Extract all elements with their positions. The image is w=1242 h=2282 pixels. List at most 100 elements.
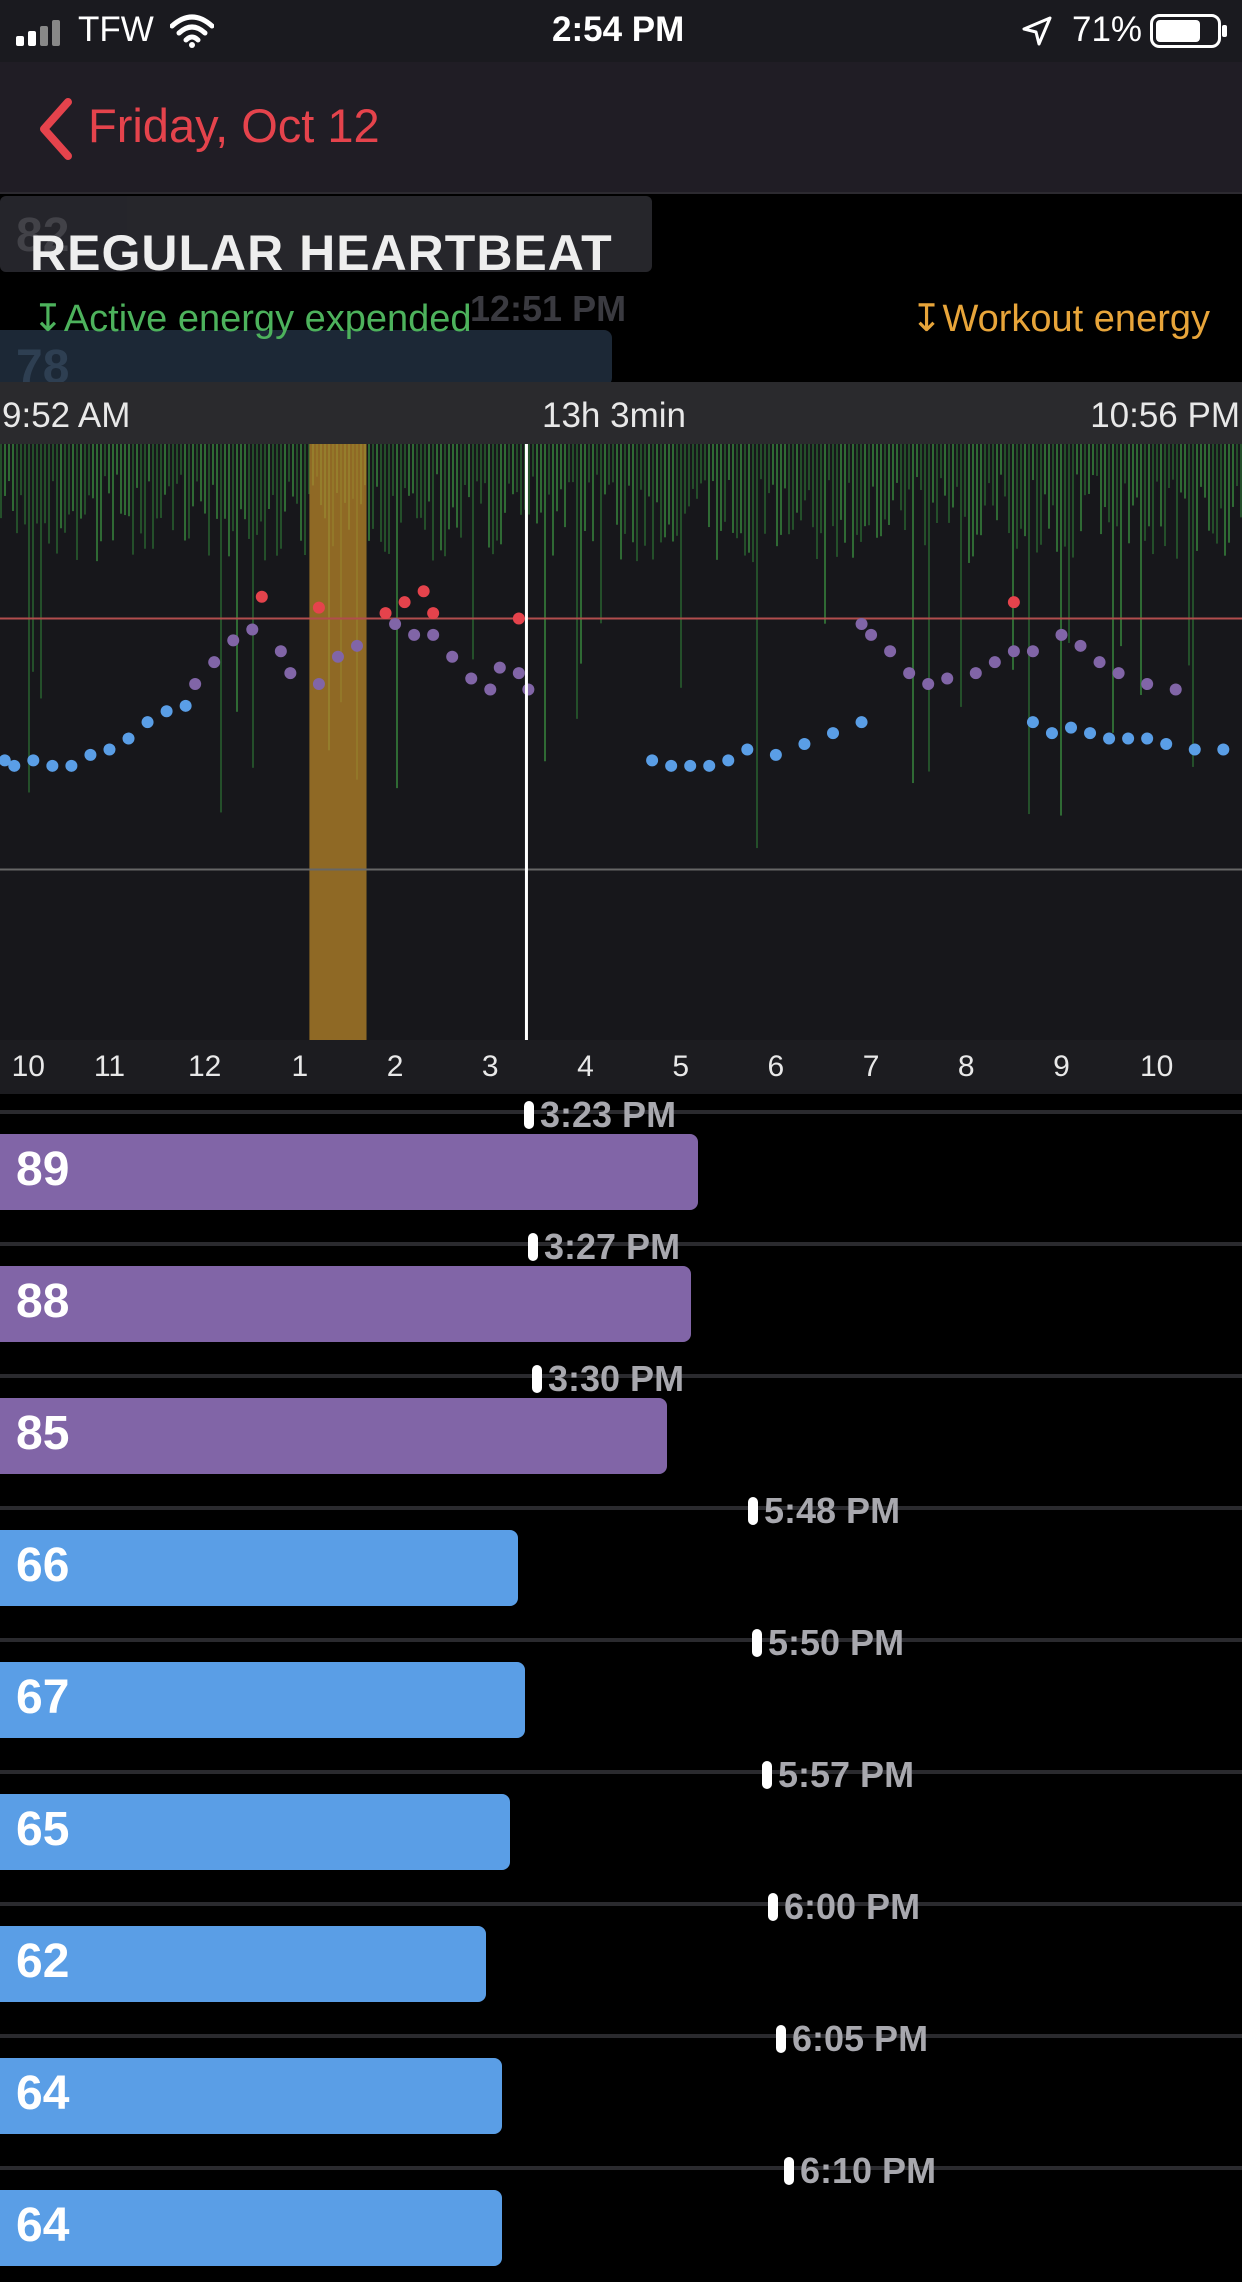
energy-bar xyxy=(1020,444,1022,529)
energy-bar xyxy=(824,444,826,624)
reading-row[interactable]: 6:00 PM 62 xyxy=(0,1886,1242,2018)
row-divider xyxy=(0,2034,1242,2038)
energy-bar xyxy=(372,444,374,529)
energy-bar xyxy=(564,444,566,528)
reading-time: 6:05 PM xyxy=(776,2018,928,2060)
energy-bar xyxy=(696,444,698,499)
active-energy-legend[interactable]: ↧Active energy expended xyxy=(32,298,472,340)
energy-bar xyxy=(760,444,762,480)
time-marker-icon xyxy=(752,1629,762,1657)
energy-bar xyxy=(580,444,582,664)
energy-bar xyxy=(932,444,934,503)
energy-bar xyxy=(1128,444,1130,544)
heart-rate-point xyxy=(512,667,525,680)
energy-bar xyxy=(1080,444,1082,532)
heart-rate-point xyxy=(1169,683,1182,696)
energy-bar xyxy=(228,444,230,557)
energy-bar xyxy=(52,444,54,482)
energy-bar xyxy=(176,444,178,484)
heart-rate-point xyxy=(865,628,878,641)
heart-rate-point xyxy=(798,738,811,750)
heart-rate-point xyxy=(27,754,40,767)
heart-rate-point xyxy=(312,601,325,614)
energy-bar xyxy=(384,444,386,552)
energy-bar xyxy=(572,444,574,483)
reading-row[interactable]: 3:27 PM 88 xyxy=(0,1226,1242,1358)
energy-bar xyxy=(1028,444,1030,815)
reading-row[interactable]: 3:30 PM 85 xyxy=(0,1358,1242,1490)
heart-rate-point xyxy=(722,754,735,767)
energy-bar xyxy=(1132,444,1134,506)
time-marker-icon xyxy=(528,1233,538,1261)
reading-value: 65 xyxy=(16,1803,70,1856)
reading-bar[interactable]: 67 xyxy=(0,1662,526,1738)
energy-bar xyxy=(184,444,186,541)
energy-bar xyxy=(1236,444,1238,487)
reading-bar[interactable]: 62 xyxy=(0,1926,486,2002)
back-chevron-icon[interactable] xyxy=(36,98,76,160)
energy-bar xyxy=(916,444,918,478)
energy-bar xyxy=(532,444,534,477)
energy-bar xyxy=(704,444,706,481)
reading-bar[interactable]: 64 xyxy=(0,2190,502,2266)
heart-rate-point xyxy=(312,678,325,690)
reading-value: 88 xyxy=(16,1275,70,1328)
energy-bar xyxy=(44,444,46,524)
energy-bar xyxy=(948,444,950,523)
energy-bar xyxy=(636,444,638,562)
reading-bar[interactable]: 64 xyxy=(0,2058,502,2134)
energy-bar xyxy=(1188,444,1190,666)
heart-rate-point xyxy=(103,743,116,756)
reading-row[interactable]: 5:48 PM 66 xyxy=(0,1490,1242,1622)
heart-rate-point xyxy=(903,667,916,680)
energy-bar xyxy=(1212,444,1214,534)
reading-row[interactable]: 5:50 PM 67 xyxy=(0,1622,1242,1754)
ghost-value: 82 xyxy=(16,209,70,262)
energy-bar xyxy=(976,444,978,535)
workout-energy-legend[interactable]: ↧Workout energy xyxy=(910,298,1210,340)
energy-bar xyxy=(1192,444,1194,767)
x-tick-label: 9 xyxy=(1053,1050,1070,1083)
heart-rate-point xyxy=(427,628,440,641)
energy-bar xyxy=(292,444,294,497)
energy-bar xyxy=(256,444,258,535)
reading-bar[interactable]: 65 xyxy=(0,1794,511,1870)
heart-rate-point xyxy=(1026,716,1039,729)
reading-time-label: 5:57 PM xyxy=(778,1754,915,1795)
energy-bar xyxy=(1124,444,1126,484)
row-divider xyxy=(0,1506,1242,1510)
x-tick-label: 10 xyxy=(1139,1050,1174,1083)
energy-bar xyxy=(1120,444,1122,647)
energy-bar xyxy=(244,444,246,520)
reading-row[interactable]: 6:05 PM 64 xyxy=(0,2018,1242,2150)
energy-bar xyxy=(468,444,470,498)
energy-bar xyxy=(120,444,122,514)
energy-bar xyxy=(128,444,130,517)
back-button[interactable]: Friday, Oct 12 xyxy=(88,99,380,152)
energy-bar xyxy=(712,444,714,482)
reading-bar[interactable]: 66 xyxy=(0,1530,518,1606)
heart-rate-chart[interactable] xyxy=(0,444,1242,1044)
reading-bar[interactable]: 85 xyxy=(0,1398,667,1474)
heart-rate-point xyxy=(1160,738,1173,750)
reading-row[interactable]: 6:10 PM 64 xyxy=(0,2150,1242,2282)
energy-bar xyxy=(1216,444,1218,544)
energy-bar xyxy=(48,444,50,544)
heart-rate-point xyxy=(255,590,268,603)
heart-rate-point xyxy=(46,759,59,772)
energy-bar xyxy=(876,444,878,538)
energy-bar xyxy=(692,444,694,489)
energy-bar xyxy=(600,444,602,624)
energy-bar xyxy=(592,444,594,542)
reading-time: 5:50 PM xyxy=(752,1622,904,1664)
reading-row[interactable]: 5:57 PM 65 xyxy=(0,1754,1242,1886)
heart-rate-point xyxy=(1093,656,1106,669)
reading-bar[interactable]: 89 xyxy=(0,1134,698,1210)
chart-canvas[interactable] xyxy=(0,444,1242,1044)
energy-bar xyxy=(548,444,550,495)
section-title: REGULAR HEARTBEAT xyxy=(30,225,613,281)
energy-bar xyxy=(16,444,18,534)
reading-bar[interactable]: 88 xyxy=(0,1266,691,1342)
reading-row[interactable]: 3:23 PM 89 xyxy=(0,1094,1242,1226)
energy-bar xyxy=(304,444,306,556)
